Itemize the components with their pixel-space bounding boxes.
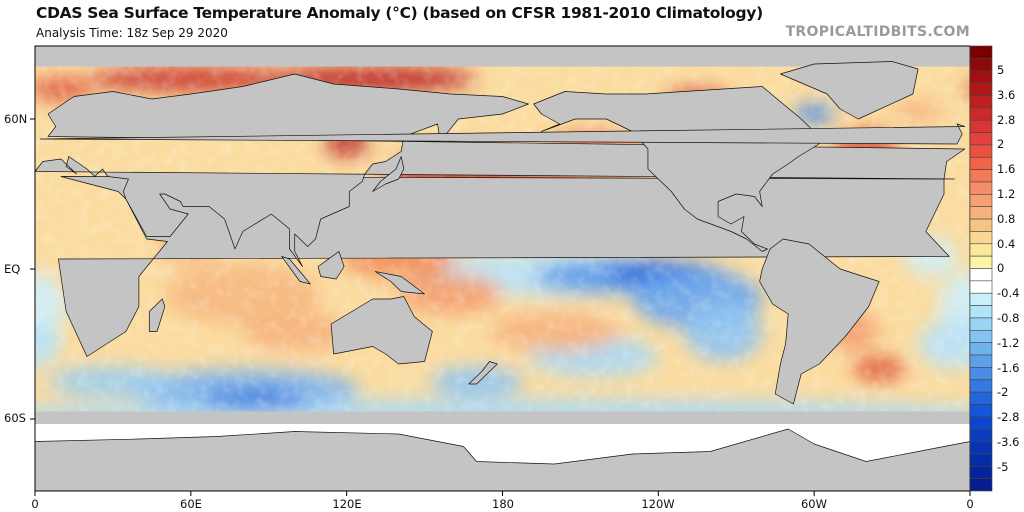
land-borneo bbox=[317, 251, 345, 280]
colorbar-segment bbox=[969, 391, 993, 405]
colorbar-segment bbox=[969, 292, 993, 306]
colorbar-segment bbox=[969, 144, 993, 158]
colorbar-segment bbox=[969, 231, 993, 245]
colorbar-label: 0.8 bbox=[997, 211, 1016, 226]
land-nz bbox=[468, 361, 498, 385]
colorbar-label: -2 bbox=[997, 385, 1009, 400]
x-tick-label: 0 bbox=[966, 497, 974, 511]
colorbar-segment bbox=[969, 317, 993, 331]
analysis-time: Analysis Time: 18z Sep 29 2020 bbox=[36, 26, 228, 40]
colorbar-label: -5 bbox=[997, 459, 1009, 474]
colorbar-segment bbox=[969, 330, 993, 343]
colorbar-segment bbox=[969, 82, 993, 96]
colorbar-label: -0.8 bbox=[997, 311, 1020, 325]
x-tick-label: 60W bbox=[800, 497, 828, 511]
land-newguinea bbox=[374, 271, 425, 295]
colorbar-segment bbox=[969, 107, 993, 121]
x-tick-label: 120E bbox=[332, 497, 362, 511]
colorbar-label: -1.2 bbox=[997, 335, 1020, 350]
colorbar-segment bbox=[969, 95, 993, 109]
colorbar-segment bbox=[969, 404, 993, 418]
colorbar-segment bbox=[969, 206, 993, 220]
x-tick-label: 120W bbox=[641, 497, 675, 511]
colorbar-label: 0 bbox=[997, 261, 1005, 276]
land-masses bbox=[0, 61, 970, 491]
land-uk bbox=[0, 124, 30, 144]
colorbar-segment bbox=[969, 268, 993, 282]
x-tick-label: 0 bbox=[31, 497, 39, 511]
colorbar-segment bbox=[969, 367, 993, 381]
land-sumatra bbox=[281, 256, 311, 285]
colorbar-label: 2.8 bbox=[997, 112, 1016, 127]
colorbar-segment bbox=[969, 441, 993, 455]
colorbar-segment bbox=[969, 70, 993, 84]
map-title: CDAS Sea Surface Temperature Anomaly (°C… bbox=[36, 4, 763, 22]
colorbar-segment bbox=[969, 194, 993, 207]
colorbar-segment bbox=[969, 132, 993, 146]
land-uk bbox=[39, 123, 966, 145]
axis-ticks bbox=[30, 118, 971, 496]
y-tick-label: 60N bbox=[4, 112, 28, 126]
site-watermark: TROPICALTIDBITS.COM bbox=[785, 24, 970, 40]
colorbar-segment bbox=[969, 428, 993, 442]
colorbar-segment bbox=[969, 218, 993, 232]
colorbar-label: -1.6 bbox=[997, 360, 1020, 375]
colorbar-segment bbox=[969, 243, 993, 257]
land-samerica bbox=[759, 238, 880, 405]
colorbar-segment bbox=[969, 280, 993, 294]
arctic-ice-mask bbox=[35, 46, 970, 67]
colorbar-segment bbox=[969, 305, 993, 319]
colorbar-segment bbox=[969, 354, 993, 368]
colorbar-segment bbox=[969, 119, 993, 133]
colorbar-segment bbox=[969, 478, 993, 492]
land-eurasia bbox=[0, 74, 30, 267]
colorbar-segment bbox=[969, 169, 993, 183]
colorbar-label: -2.8 bbox=[997, 410, 1020, 425]
colorbar-segment bbox=[969, 416, 993, 430]
land-australia bbox=[330, 296, 433, 365]
colorbar bbox=[969, 45, 993, 492]
land-antarctica bbox=[35, 428, 970, 491]
colorbar-label: 0.4 bbox=[997, 236, 1016, 251]
colorbar-segment bbox=[969, 465, 993, 479]
land-antarctica bbox=[35, 441, 36, 491]
y-tick-label: 60S bbox=[4, 411, 26, 425]
land-japan bbox=[372, 156, 405, 192]
colorbar-label: 2 bbox=[997, 137, 1005, 152]
colorbar-segment bbox=[969, 45, 993, 59]
colorbar-segment bbox=[969, 58, 993, 72]
colorbar-label: 1.2 bbox=[997, 187, 1016, 201]
colorbar-label: -0.4 bbox=[997, 286, 1020, 301]
colorbar-segment bbox=[969, 453, 993, 467]
colorbar-segment bbox=[969, 255, 993, 269]
colorbar-segment bbox=[969, 342, 993, 356]
colorbar-label: 5 bbox=[997, 63, 1005, 77]
colorbar-label: -3.6 bbox=[997, 435, 1020, 449]
colorbar-segment bbox=[969, 156, 993, 170]
colorbar-label: 3.6 bbox=[997, 87, 1016, 102]
colorbar-segment bbox=[969, 181, 993, 195]
land-greenland bbox=[780, 61, 919, 120]
y-tick-label: EQ bbox=[4, 262, 21, 276]
x-tick-label: 60E bbox=[180, 497, 202, 511]
colorbar-label: 1.6 bbox=[997, 162, 1016, 177]
x-tick-label: 180 bbox=[492, 497, 514, 511]
land-eurasia bbox=[35, 73, 966, 267]
land-madagascar bbox=[148, 298, 166, 332]
colorbar-segment bbox=[969, 379, 993, 393]
